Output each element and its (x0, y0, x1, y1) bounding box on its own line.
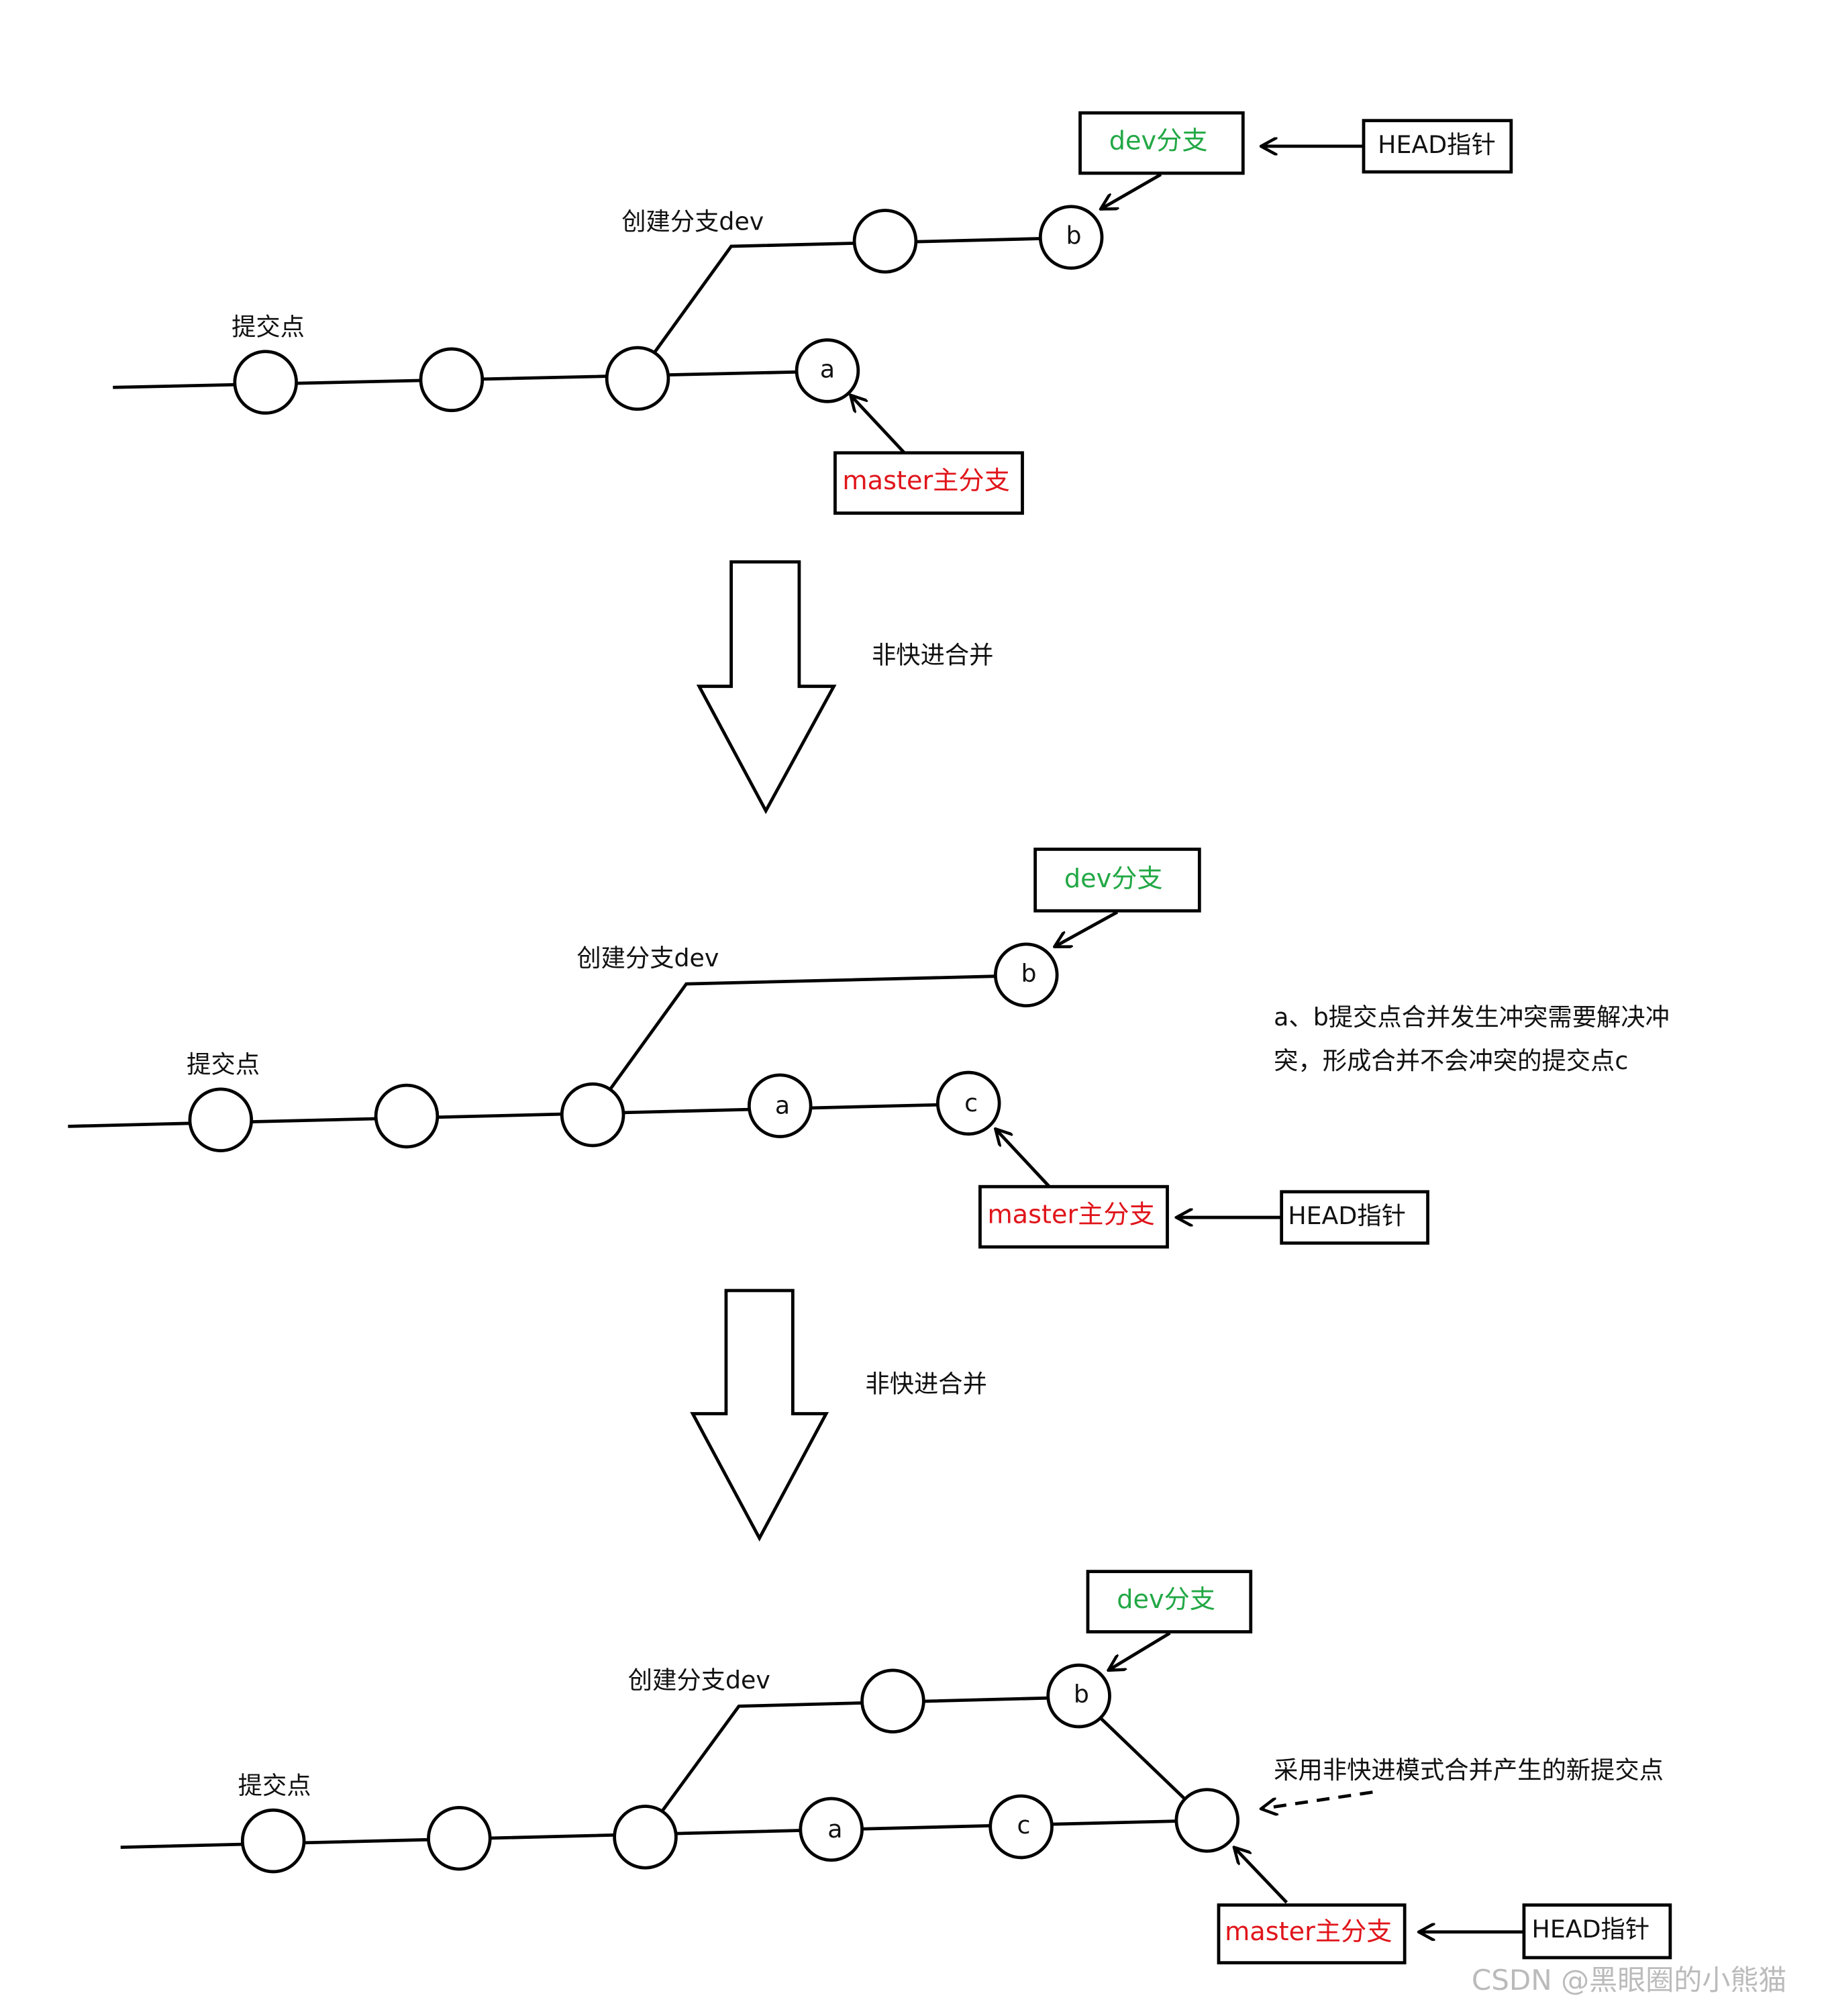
head-label: HEAD指针 (1288, 1201, 1406, 1230)
commit-node (560, 1082, 625, 1148)
node-label: b (1066, 221, 1081, 250)
commit-node (747, 1073, 813, 1139)
commit-label: 提交点 (238, 1771, 311, 1800)
commit-node (240, 1808, 306, 1874)
head-label: HEAD指针 (1532, 1915, 1650, 1944)
commit-node (233, 350, 298, 415)
dev-label: dev分支 (1109, 127, 1208, 156)
commit-node (1038, 205, 1104, 270)
stage-1: a b 创建分支dev 提交点 dev分支 HEAD指针 master主分支 (113, 111, 1513, 515)
master-box (978, 1185, 1169, 1249)
commit-label: 提交点 (232, 312, 305, 341)
transition-arrow (696, 560, 837, 815)
commit-label: 提交点 (187, 1050, 260, 1078)
dev-box (1078, 111, 1245, 175)
stage-2: a c b 创建分支dev 提交点 dev分支 master主分支 HEAD指针… (68, 848, 1670, 1249)
node-label: a (827, 1815, 842, 1844)
note: a、b提交点合并发生冲突需要解决冲 (1274, 1003, 1670, 1031)
pointer-arrow (1234, 1848, 1288, 1904)
commit-node (419, 347, 485, 413)
branch-label: 创建分支dev (621, 207, 764, 236)
dev-box (1086, 1570, 1253, 1633)
commit-node (605, 346, 670, 411)
node-label: a (775, 1091, 790, 1120)
head-box (1522, 1903, 1672, 1960)
dev-label: dev分支 (1064, 864, 1163, 894)
node-label: c (1017, 1811, 1030, 1839)
commit-node (188, 1087, 254, 1153)
master-box (1217, 1903, 1407, 1965)
stage-3: a c b 创建分支dev 提交点 dev分支 采用非快进模式合并产生的新提交点… (120, 1570, 1672, 1965)
pointer-arrow (850, 395, 906, 454)
transition-arrow (690, 1289, 829, 1542)
pointer-arrow (1054, 911, 1119, 947)
commit-node (852, 209, 918, 274)
master-box (833, 451, 1024, 515)
pointer-arrow (1109, 1631, 1171, 1670)
node-label: c (964, 1089, 978, 1117)
branch-label: 创建分支dev (576, 944, 719, 972)
merge-node (1174, 1788, 1240, 1853)
branch-label: 创建分支dev (628, 1666, 770, 1695)
node-label: b (1021, 959, 1037, 988)
node-label: b (1074, 1680, 1089, 1709)
commit-node (935, 1070, 1001, 1136)
commit-node (374, 1083, 440, 1149)
pointer-arrow (995, 1129, 1051, 1188)
head-box (1362, 119, 1513, 174)
commit-node (799, 1797, 864, 1862)
transition-label: 非快进合并 (865, 1369, 986, 1398)
pointer-arrow (1261, 1791, 1373, 1809)
master-label: master主分支 (1225, 1917, 1392, 1947)
commit-node (1046, 1663, 1111, 1729)
note: 采用非快进模式合并产生的新提交点 (1274, 1756, 1664, 1784)
commit-node (795, 338, 860, 403)
note: 突，形成合并不会冲突的提交点c (1274, 1046, 1628, 1075)
commit-node (988, 1794, 1054, 1860)
head-label: HEAD指针 (1378, 130, 1496, 159)
watermark: CSDN @黑眼圈的小熊猫 (1472, 1964, 1787, 1997)
commit-node (427, 1805, 492, 1871)
pointer-arrow (1101, 172, 1162, 209)
dev-label: dev分支 (1117, 1585, 1215, 1615)
commit-node (613, 1805, 678, 1870)
master-label: master主分支 (987, 1201, 1154, 1230)
master-label: master主分支 (842, 466, 1009, 496)
node-label: a (820, 354, 835, 383)
transition-label: 非快进合并 (872, 641, 993, 670)
commit-node (993, 942, 1059, 1008)
dev-box (1033, 848, 1201, 913)
commit-node (860, 1668, 925, 1733)
